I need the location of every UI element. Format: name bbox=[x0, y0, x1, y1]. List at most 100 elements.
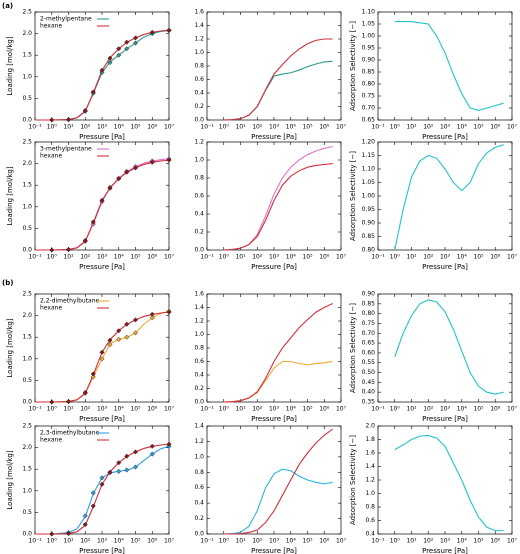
y-tick-label: 0.90 bbox=[362, 291, 376, 298]
y-tick-label: 1.0 bbox=[194, 331, 204, 338]
y-tick-label: 0.0 bbox=[194, 399, 204, 406]
x-tick-label: 10⁷ bbox=[336, 406, 347, 413]
y-tick-label: 0.4 bbox=[194, 372, 204, 379]
y-tick-label: 0.60 bbox=[362, 349, 376, 356]
x-tick-label: 10⁴ bbox=[457, 254, 468, 261]
x-axis-label: Pressure [Pa] bbox=[79, 415, 125, 423]
data-point bbox=[99, 197, 105, 203]
data-point bbox=[99, 475, 105, 481]
y-tick-label: 0.40 bbox=[362, 389, 376, 396]
x-tick-label: 10² bbox=[80, 254, 91, 261]
data-point bbox=[49, 531, 55, 537]
y-tick-label: 1.10 bbox=[362, 166, 376, 173]
data-point bbox=[116, 52, 122, 58]
y-axis-label: Adsorption Selectivity [−] bbox=[349, 151, 357, 241]
x-axis-label: Pressure [Pa] bbox=[251, 263, 297, 271]
legend-label: hexane bbox=[40, 153, 62, 160]
y-tick-label: 0.2 bbox=[194, 385, 204, 392]
x-tick-label: 10⁷ bbox=[507, 538, 518, 545]
y-tick-label: 0.55 bbox=[362, 359, 376, 366]
x-tick-label: 10² bbox=[252, 406, 263, 413]
x-axis-label: Pressure [Pa] bbox=[251, 547, 297, 554]
y-tick-label: 0.70 bbox=[362, 105, 376, 112]
data-point bbox=[124, 467, 130, 473]
y-tick-label: 0.80 bbox=[362, 81, 376, 88]
x-tick-label: 10³ bbox=[440, 254, 451, 261]
y-tick-label: 0.5 bbox=[22, 377, 32, 384]
x-tick-label: 10⁻¹ bbox=[371, 254, 385, 261]
legend-label: 2,3-dimethylbutane bbox=[40, 430, 100, 437]
y-tick-label: 0.6 bbox=[194, 484, 204, 491]
y-tick-label: 0.0 bbox=[194, 531, 204, 538]
x-tick-label: 10⁷ bbox=[507, 254, 518, 261]
y-tick-label: 0.0 bbox=[22, 247, 32, 254]
y-tick-label: 1.0 bbox=[194, 49, 204, 56]
x-tick-label: 10⁵ bbox=[473, 254, 484, 261]
x-tick-label: 10⁰ bbox=[47, 538, 58, 545]
y-tick-label: 1.6 bbox=[194, 291, 204, 298]
x-tick-label: 10⁰ bbox=[47, 254, 58, 261]
y-tick-label: 0.80 bbox=[362, 310, 376, 317]
x-tick-label: 10⁻¹ bbox=[28, 538, 42, 545]
y-tick-label: 1.0 bbox=[365, 490, 375, 497]
data-point bbox=[99, 349, 105, 355]
legend-label: 2-methylpentane bbox=[40, 16, 92, 23]
y-tick-label: 0.75 bbox=[362, 320, 376, 327]
y-tick-label: 1.20 bbox=[362, 139, 376, 146]
x-tick-label: 10² bbox=[252, 538, 263, 545]
y-tick-label: 0.45 bbox=[362, 379, 376, 386]
data-point bbox=[116, 46, 122, 52]
y-tick-label: 0.85 bbox=[362, 300, 376, 307]
data-point bbox=[124, 321, 130, 327]
y-tick-label: 0.6 bbox=[194, 358, 204, 365]
data-point bbox=[132, 165, 139, 171]
y-tick-label: 1.05 bbox=[362, 179, 376, 186]
y-tick-label: 1.5 bbox=[22, 182, 32, 189]
data-point bbox=[107, 341, 113, 348]
y-tick-label: 1.6 bbox=[365, 450, 375, 457]
y-tick-label: 1.5 bbox=[22, 466, 32, 473]
series-line bbox=[223, 38, 333, 121]
data-point bbox=[124, 169, 130, 175]
x-tick-label: 10⁰ bbox=[390, 254, 401, 261]
x-tick-label: 10⁶ bbox=[147, 124, 158, 131]
data-point bbox=[90, 371, 96, 377]
x-tick-label: 10⁷ bbox=[164, 254, 175, 261]
y-tick-label: 0.2 bbox=[194, 229, 204, 236]
data-point bbox=[90, 89, 96, 95]
y-tick-label: 0.8 bbox=[194, 469, 204, 476]
y-tick-label: 0.6 bbox=[194, 76, 204, 83]
y-tick-label: 0.95 bbox=[362, 45, 376, 52]
x-tick-label: 10⁶ bbox=[490, 538, 501, 545]
y-tick-label: 2.0 bbox=[22, 30, 32, 37]
x-axis-label: Pressure [Pa] bbox=[422, 263, 468, 271]
x-tick-label: 10¹ bbox=[406, 538, 417, 545]
y-tick-label: 1.5 bbox=[22, 52, 32, 59]
x-tick-label: 10¹ bbox=[406, 406, 417, 413]
series-line bbox=[223, 163, 333, 251]
x-tick-label: 10⁰ bbox=[47, 124, 58, 131]
data-point bbox=[166, 441, 172, 447]
x-tick-label: 10⁵ bbox=[302, 406, 313, 413]
x-tick-label: 10⁴ bbox=[457, 538, 468, 545]
data-point bbox=[82, 389, 88, 396]
y-tick-label: 1.10 bbox=[362, 9, 376, 16]
y-tick-label: 2.0 bbox=[365, 423, 375, 430]
x-tick-label: 10⁰ bbox=[390, 538, 401, 545]
data-point bbox=[166, 27, 172, 33]
y-tick-label: 0.65 bbox=[362, 117, 376, 124]
series-line bbox=[394, 299, 504, 395]
x-tick-label: 10⁷ bbox=[164, 406, 175, 413]
x-tick-label: 10⁻¹ bbox=[200, 538, 214, 545]
series-line bbox=[394, 21, 504, 111]
y-tick-label: 1.6 bbox=[194, 9, 204, 16]
x-tick-label: 10¹ bbox=[406, 254, 417, 261]
x-axis-label: Pressure [Pa] bbox=[79, 133, 125, 141]
y-tick-label: 2.5 bbox=[22, 423, 32, 430]
data-point bbox=[49, 247, 55, 253]
y-tick-label: 0.4 bbox=[194, 211, 204, 218]
data-point bbox=[65, 117, 72, 123]
y-tick-label: 2.0 bbox=[22, 160, 32, 167]
x-tick-label: 10⁷ bbox=[507, 406, 518, 413]
y-tick-label: 1.00 bbox=[362, 193, 376, 200]
